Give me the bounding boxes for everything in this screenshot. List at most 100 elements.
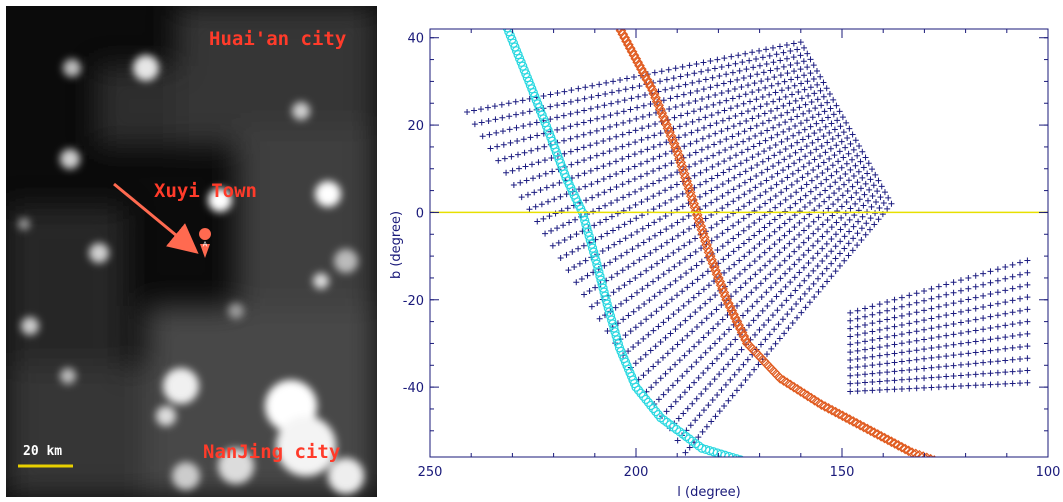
plus-marker <box>612 256 619 263</box>
plus-marker <box>957 361 964 368</box>
plus-marker <box>1024 269 1031 276</box>
plus-marker <box>862 379 869 386</box>
plus-marker <box>774 307 781 314</box>
plus-marker <box>738 110 745 117</box>
plus-marker <box>619 181 626 188</box>
plus-marker <box>749 49 756 56</box>
plus-marker <box>741 128 748 135</box>
plus-marker <box>827 183 834 190</box>
plus-marker <box>534 218 541 225</box>
plus-marker <box>826 194 833 201</box>
plus-marker <box>549 242 556 249</box>
plus-marker <box>980 359 987 366</box>
plus-marker <box>796 256 803 263</box>
plus-marker <box>732 60 739 67</box>
plus-marker <box>813 146 820 153</box>
plus-marker <box>862 313 869 320</box>
plus-marker <box>820 79 827 86</box>
plus-marker <box>651 132 658 139</box>
diamond-marker <box>718 287 730 298</box>
plus-marker <box>593 127 600 134</box>
plus-marker <box>1002 287 1009 294</box>
plus-marker <box>727 78 734 85</box>
plus-marker <box>733 387 740 394</box>
plus-marker <box>898 349 905 356</box>
plus-marker <box>613 121 620 128</box>
plus-marker <box>709 163 716 170</box>
plus-marker <box>729 133 736 140</box>
plus-marker <box>841 233 848 240</box>
plus-marker <box>786 266 793 273</box>
plus-marker <box>667 281 674 288</box>
plus-marker <box>877 194 884 201</box>
plus-marker <box>747 176 754 183</box>
plus-marker <box>700 286 707 293</box>
plus-marker <box>703 104 710 111</box>
diamond-marker <box>623 39 634 51</box>
plus-marker <box>677 274 684 281</box>
plus-marker <box>807 56 814 63</box>
plus-marker <box>950 383 957 390</box>
plus-marker <box>735 52 742 59</box>
diamond-marker <box>711 268 723 280</box>
plus-marker <box>809 139 816 146</box>
plus-marker <box>650 155 657 162</box>
plus-marker <box>821 108 828 115</box>
diamond-marker <box>914 449 925 457</box>
diamond-marker <box>707 258 719 269</box>
plus-marker <box>972 327 979 334</box>
plus-marker <box>965 307 972 314</box>
plus-marker <box>766 245 773 252</box>
plus-marker <box>828 172 835 179</box>
plus-marker <box>601 102 608 109</box>
plus-marker <box>798 185 805 192</box>
plus-marker <box>1002 345 1009 352</box>
plus-marker <box>543 184 550 191</box>
plus-marker <box>587 105 594 112</box>
plus-marker <box>746 135 753 142</box>
plus-marker <box>587 154 594 161</box>
plus-marker <box>656 153 663 160</box>
plus-marker <box>668 222 675 229</box>
plus-marker <box>823 176 830 183</box>
plus-marker <box>686 239 693 246</box>
plus-marker <box>815 275 822 282</box>
plus-marker <box>662 370 669 377</box>
plus-marker <box>884 325 891 332</box>
plus-marker <box>950 310 957 317</box>
plus-marker <box>674 341 681 348</box>
plus-marker <box>602 202 609 209</box>
plus-marker <box>540 92 547 99</box>
plus-marker <box>581 157 588 164</box>
plus-marker <box>596 315 603 322</box>
plus-marker <box>869 345 876 352</box>
plus-marker <box>581 170 588 177</box>
diamond-marker <box>639 70 651 82</box>
plus-marker <box>935 343 942 350</box>
plus-marker <box>614 320 621 327</box>
plus-marker <box>801 44 808 51</box>
plus-marker <box>928 364 935 371</box>
plus-marker <box>884 298 891 305</box>
plus-marker <box>675 134 682 141</box>
plus-marker <box>715 109 722 116</box>
plus-marker <box>725 189 732 196</box>
plus-marker <box>957 298 964 305</box>
plus-marker <box>841 245 848 252</box>
plus-marker <box>875 177 882 184</box>
plus-marker <box>814 262 821 269</box>
plus-marker <box>867 176 874 183</box>
plus-marker <box>789 319 796 326</box>
plus-marker <box>891 314 898 321</box>
plus-marker <box>719 316 726 323</box>
plus-marker <box>1002 310 1009 317</box>
plus-marker <box>800 58 807 65</box>
plus-marker <box>677 393 684 400</box>
circle-marker <box>502 29 512 33</box>
plus-marker <box>778 87 785 94</box>
plus-marker <box>605 244 612 251</box>
plus-marker <box>994 323 1001 330</box>
plus-marker <box>523 177 530 184</box>
plus-marker <box>898 312 905 319</box>
plus-marker <box>722 146 729 153</box>
